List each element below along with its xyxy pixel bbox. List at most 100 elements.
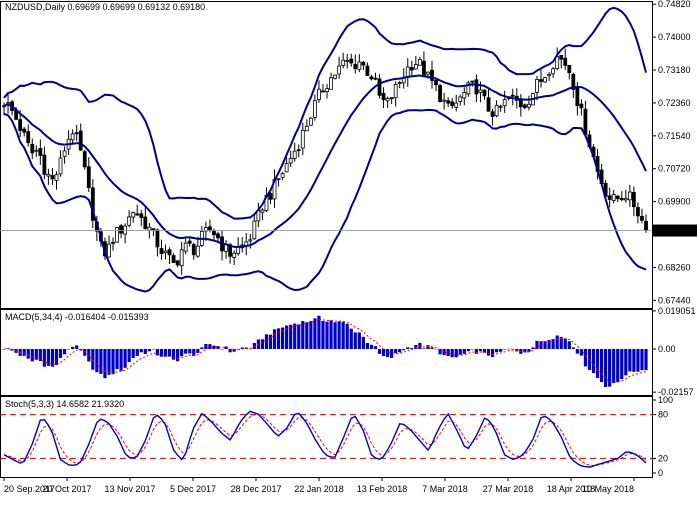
- candle-body: [377, 78, 382, 96]
- candle: [313, 94, 317, 121]
- candle: [438, 83, 442, 103]
- macd-bar: [571, 347, 575, 349]
- candle: [321, 83, 325, 93]
- candle: [627, 184, 632, 207]
- macd-bar: [385, 349, 390, 358]
- candle-body: [438, 85, 442, 102]
- macd-bar: [260, 339, 265, 349]
- macd-bar: [402, 349, 406, 351]
- macd-tick-label: -0.02157: [658, 387, 694, 397]
- candle: [171, 253, 176, 263]
- candle-body: [74, 132, 79, 135]
- candle-body: [212, 230, 216, 236]
- candle-body: [292, 150, 297, 159]
- candle-body: [644, 220, 648, 231]
- stoch-tick-label: 100: [658, 395, 673, 405]
- macd-bar: [115, 349, 119, 370]
- macd-bar: [313, 318, 317, 349]
- candle-body: [417, 59, 422, 66]
- candle-body: [304, 125, 309, 132]
- candle-body: [317, 88, 321, 100]
- bollinger-lower-line: [3, 108, 647, 293]
- candle: [502, 90, 507, 113]
- candle-body: [191, 244, 196, 256]
- macd-bar: [26, 349, 30, 359]
- time-label: 13 Nov 2017: [104, 484, 155, 494]
- candle-body: [131, 212, 136, 218]
- candle: [78, 123, 83, 152]
- candle-body: [365, 65, 370, 76]
- candle: [353, 54, 358, 74]
- candle-body: [123, 225, 128, 235]
- macd-bar: [272, 329, 277, 349]
- candle: [522, 103, 527, 110]
- candle-body: [434, 79, 438, 86]
- candle-body: [337, 65, 342, 75]
- candle: [349, 53, 354, 67]
- macd-bar: [127, 349, 131, 363]
- stoch-tick-label: 80: [658, 410, 668, 420]
- macd-bar: [200, 347, 204, 349]
- candle-body: [58, 157, 63, 175]
- price-tick-label: 0.72360: [658, 98, 691, 108]
- candle: [409, 60, 414, 77]
- candle: [86, 157, 91, 193]
- macd-bar: [131, 349, 135, 359]
- current-price-tag: [653, 224, 697, 237]
- candle: [284, 156, 289, 173]
- candle: [115, 227, 119, 243]
- macd-bar: [599, 349, 604, 383]
- candle: [490, 108, 495, 126]
- macd-bar: [171, 349, 176, 360]
- macd-bar: [357, 332, 361, 349]
- macd-bar: [163, 349, 168, 357]
- candle: [256, 202, 261, 228]
- macd-bar: [579, 349, 583, 356]
- candle-body: [42, 154, 47, 175]
- macd-bar: [462, 349, 466, 354]
- candle: [413, 56, 418, 70]
- macd-bar: [624, 349, 628, 376]
- candle-body: [510, 94, 515, 97]
- macd-bar: [176, 349, 180, 362]
- macd-bar: [486, 349, 491, 356]
- macd-bar: [527, 349, 531, 352]
- candle-body: [155, 229, 160, 248]
- stoch-title: Stoch(5,3,3) 14.6582 21.9320: [5, 399, 124, 409]
- candle: [417, 56, 422, 66]
- candle-body: [300, 129, 305, 149]
- candle: [442, 92, 447, 110]
- candle-body: [373, 77, 378, 80]
- candle: [292, 142, 297, 162]
- candle: [345, 53, 350, 69]
- bollinger-middle-line: [3, 74, 647, 248]
- macd-bar: [495, 349, 499, 353]
- candle: [268, 191, 273, 205]
- candle-body: [143, 216, 148, 230]
- time-label: 27 Mar 2018: [483, 484, 534, 494]
- macd-bar: [188, 349, 192, 354]
- candle: [252, 213, 257, 240]
- macd-bar: [539, 341, 543, 349]
- candle: [385, 96, 390, 108]
- candle-body: [426, 71, 430, 75]
- candle-body: [527, 103, 531, 108]
- macd-bar: [555, 335, 559, 349]
- candle: [422, 51, 426, 78]
- candle-body: [183, 242, 188, 252]
- candle-body: [615, 195, 620, 200]
- macd-bar: [373, 346, 378, 349]
- price-tick-label: 0.69900: [658, 197, 691, 207]
- candle: [393, 81, 398, 107]
- candle: [547, 71, 551, 82]
- macd-bar: [620, 349, 624, 380]
- candle-body: [107, 243, 111, 258]
- candle: [462, 87, 467, 106]
- candle: [123, 223, 128, 244]
- macd-bar: [361, 336, 365, 349]
- candle: [377, 74, 382, 99]
- candle-body: [353, 64, 358, 70]
- macd-bar: [38, 349, 42, 361]
- candle: [183, 237, 188, 255]
